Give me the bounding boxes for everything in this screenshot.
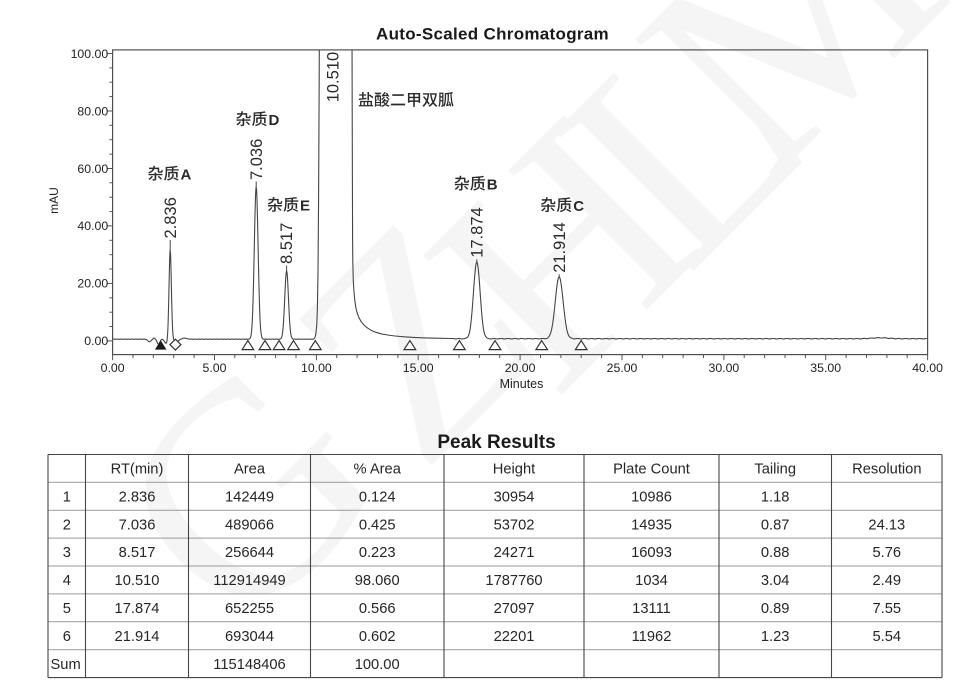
svg-text:7.036: 7.036 — [119, 517, 156, 533]
svg-text:10.510: 10.510 — [115, 573, 160, 589]
svg-text:142449: 142449 — [225, 489, 274, 505]
svg-text:17.874: 17.874 — [468, 207, 486, 257]
svg-text:11962: 11962 — [632, 629, 672, 645]
svg-text:100.00: 100.00 — [355, 657, 400, 673]
svg-text:Auto-Scaled Chromatogram: Auto-Scaled Chromatogram — [376, 24, 609, 43]
svg-text:1787760: 1787760 — [485, 573, 542, 589]
svg-text:112914949: 112914949 — [213, 573, 285, 589]
svg-text:27097: 27097 — [494, 601, 535, 617]
svg-text:652255: 652255 — [225, 601, 274, 617]
svg-text:RT(min): RT(min) — [111, 462, 164, 478]
svg-text:60.00: 60.00 — [77, 162, 108, 176]
svg-text:B: B — [487, 176, 498, 193]
svg-text:0.602: 0.602 — [359, 629, 396, 645]
svg-text:2.836: 2.836 — [162, 197, 180, 238]
svg-text:22201: 22201 — [494, 629, 535, 645]
svg-text:40.00: 40.00 — [77, 219, 108, 233]
svg-text:1034: 1034 — [635, 573, 668, 589]
svg-text:0.87: 0.87 — [761, 517, 790, 533]
svg-text:0.124: 0.124 — [359, 489, 396, 505]
svg-text:Tailing: Tailing — [754, 462, 796, 478]
svg-text:C: C — [573, 198, 584, 215]
svg-text:3: 3 — [63, 545, 71, 561]
svg-text:E: E — [300, 198, 310, 215]
svg-text:0.425: 0.425 — [359, 517, 396, 533]
svg-text:A: A — [181, 166, 192, 183]
svg-text:mAU: mAU — [47, 187, 61, 214]
svg-text:16093: 16093 — [631, 545, 672, 561]
svg-text:25.00: 25.00 — [607, 361, 638, 375]
svg-text:0.00: 0.00 — [84, 334, 108, 348]
svg-text:6: 6 — [63, 629, 71, 645]
svg-text:7.55: 7.55 — [873, 601, 902, 617]
svg-text:1: 1 — [63, 489, 71, 505]
svg-text:Minutes: Minutes — [500, 377, 544, 391]
svg-text:2: 2 — [63, 517, 71, 533]
svg-text:5.00: 5.00 — [203, 361, 227, 375]
svg-text:Peak Results: Peak Results — [437, 432, 555, 453]
svg-text:20.00: 20.00 — [77, 277, 108, 291]
svg-text:4: 4 — [63, 573, 71, 589]
svg-text:256644: 256644 — [225, 545, 274, 561]
svg-text:115148406: 115148406 — [213, 657, 285, 673]
svg-text:10.510: 10.510 — [325, 52, 343, 102]
svg-text:24.13: 24.13 — [868, 517, 905, 533]
svg-text:10986: 10986 — [631, 489, 672, 505]
svg-text:Area: Area — [234, 462, 266, 478]
svg-text:Sum: Sum — [51, 657, 81, 673]
svg-text:Plate Count: Plate Count — [613, 462, 690, 478]
svg-text:3.04: 3.04 — [761, 573, 790, 589]
svg-text:7.036: 7.036 — [248, 139, 266, 180]
svg-text:D: D — [269, 112, 280, 129]
svg-text:5.54: 5.54 — [873, 629, 902, 645]
svg-text:10.00: 10.00 — [301, 361, 332, 375]
svg-text:8.517: 8.517 — [278, 223, 296, 264]
svg-text:21.914: 21.914 — [551, 222, 569, 272]
svg-text:21.914: 21.914 — [115, 629, 160, 645]
svg-text:489066: 489066 — [225, 517, 274, 533]
svg-text:20.00: 20.00 — [505, 361, 536, 375]
svg-text:17.874: 17.874 — [115, 601, 160, 617]
svg-text:1.18: 1.18 — [761, 489, 790, 505]
svg-text:53702: 53702 — [494, 517, 535, 533]
svg-text:40.00: 40.00 — [912, 361, 943, 375]
svg-text:30.00: 30.00 — [709, 361, 740, 375]
svg-text:30954: 30954 — [494, 489, 535, 505]
svg-text:5: 5 — [63, 601, 71, 617]
svg-text:14935: 14935 — [631, 517, 672, 533]
svg-text:24271: 24271 — [494, 545, 535, 561]
svg-text:0.00: 0.00 — [101, 361, 125, 375]
svg-text:13111: 13111 — [632, 601, 671, 617]
svg-text:693044: 693044 — [225, 629, 274, 645]
svg-text:0.223: 0.223 — [359, 545, 396, 561]
svg-text:35.00: 35.00 — [810, 361, 841, 375]
svg-text:0.88: 0.88 — [761, 545, 790, 561]
svg-text:1.23: 1.23 — [761, 629, 790, 645]
svg-text:0.89: 0.89 — [761, 601, 790, 617]
svg-text:80.00: 80.00 — [77, 104, 108, 118]
svg-text:2.836: 2.836 — [119, 489, 156, 505]
svg-text:0.566: 0.566 — [359, 601, 396, 617]
svg-text:Height: Height — [493, 462, 535, 478]
svg-text:5.76: 5.76 — [873, 545, 902, 561]
svg-text:2.49: 2.49 — [873, 573, 902, 589]
svg-text:8.517: 8.517 — [119, 545, 156, 561]
svg-text:98.060: 98.060 — [355, 573, 400, 589]
svg-text:% Area: % Area — [354, 462, 402, 478]
svg-text:100.00: 100.00 — [71, 47, 109, 61]
svg-text:Resolution: Resolution — [852, 462, 921, 478]
svg-text:15.00: 15.00 — [403, 361, 434, 375]
